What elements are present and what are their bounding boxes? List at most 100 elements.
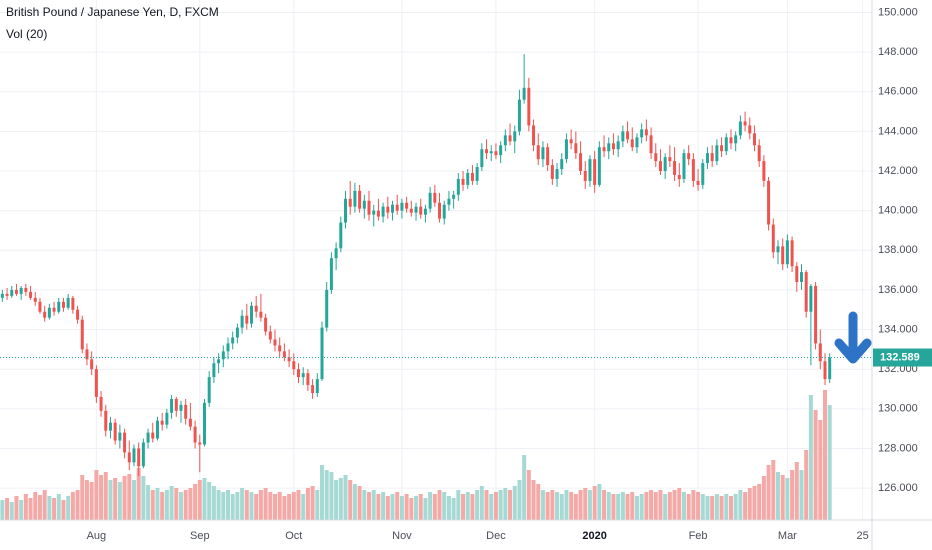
candle-body xyxy=(771,224,775,253)
volume-bar xyxy=(390,494,395,520)
volume-bar xyxy=(822,390,827,520)
candle-body xyxy=(33,297,37,302)
candle-body xyxy=(94,369,98,397)
candle-body xyxy=(405,202,409,209)
y-tick-label: 130.000 xyxy=(878,403,918,415)
volume-bar xyxy=(0,500,5,520)
volume-bar xyxy=(489,494,494,520)
candle-body xyxy=(395,204,399,211)
candle-body xyxy=(550,165,554,179)
candle-body xyxy=(536,145,540,160)
candle-body xyxy=(804,272,808,312)
volume-bar xyxy=(263,488,268,520)
candle-body xyxy=(174,398,178,411)
volume-bar xyxy=(197,480,202,520)
candle-body xyxy=(494,151,498,156)
volume-bar xyxy=(117,482,122,520)
volume-bar xyxy=(785,478,790,520)
volume-bar xyxy=(794,462,799,520)
candle-body xyxy=(132,448,136,463)
candle-body xyxy=(400,202,404,211)
chart-title: British Pound / Japanese Yen, D, FXCM xyxy=(6,5,219,19)
volume-bar xyxy=(188,488,193,520)
volume-bar xyxy=(19,500,24,520)
candle-body xyxy=(339,222,343,249)
volume-bar xyxy=(569,492,574,520)
volume-bar xyxy=(517,480,522,520)
volume-bar xyxy=(766,465,771,520)
candle-body xyxy=(391,204,395,213)
candle-body xyxy=(532,125,536,146)
volume-bar xyxy=(146,485,151,520)
volume-bar xyxy=(14,496,19,520)
volume-bar xyxy=(733,494,738,520)
candle-body xyxy=(489,151,493,154)
candle-body xyxy=(311,385,315,393)
candle-body xyxy=(57,301,61,312)
volume-bar xyxy=(52,498,57,520)
volume-bar xyxy=(225,490,230,520)
candle-body xyxy=(52,307,56,312)
volume-bar xyxy=(150,490,155,520)
candle-body xyxy=(564,139,568,160)
volume-bar xyxy=(531,480,536,520)
candle-body xyxy=(19,287,23,294)
candle-body xyxy=(315,379,319,393)
candle-body xyxy=(43,311,47,318)
candle-body xyxy=(170,398,174,413)
volume-bar xyxy=(747,488,752,520)
volume-bar xyxy=(207,482,212,520)
volume-bar xyxy=(282,496,287,520)
candle-body xyxy=(828,357,832,380)
candle-body xyxy=(442,204,446,219)
down-arrow xyxy=(834,311,872,364)
candle-body xyxy=(630,139,634,148)
volume-bar xyxy=(268,492,273,520)
volume-bar xyxy=(113,478,118,520)
candle-body xyxy=(235,327,239,338)
volume-bar xyxy=(827,405,832,520)
candle-body xyxy=(720,145,724,152)
volume-bar xyxy=(324,470,329,520)
volume-bar xyxy=(141,476,146,520)
volume-bar xyxy=(108,480,113,520)
volume-bar xyxy=(254,494,259,520)
candle-body xyxy=(217,359,221,364)
volume-bar xyxy=(658,490,663,520)
candle-body xyxy=(522,87,526,100)
volume-bar xyxy=(381,492,386,520)
candle-body xyxy=(325,289,329,328)
candle-body xyxy=(748,125,752,134)
volume-bar xyxy=(508,490,513,520)
volume-bar xyxy=(813,410,818,520)
candle-body xyxy=(616,141,620,150)
volume-bar xyxy=(738,490,743,520)
candle-body xyxy=(254,305,258,312)
volume-bar xyxy=(404,494,409,520)
candle-body xyxy=(306,373,310,386)
candle-body xyxy=(752,133,756,146)
volume-bar xyxy=(291,492,296,520)
candle-body xyxy=(66,297,70,308)
volume-bar xyxy=(545,492,550,520)
candle-body xyxy=(353,190,357,207)
volume-bar xyxy=(484,490,489,520)
candle-body xyxy=(705,153,709,164)
y-tick-label: 150.000 xyxy=(878,6,918,18)
candle-body xyxy=(85,349,89,360)
volume-bar xyxy=(700,494,705,520)
volume-bar xyxy=(611,494,616,520)
candle-body xyxy=(691,159,695,181)
volume-bar xyxy=(442,492,447,520)
candle-body xyxy=(193,426,197,443)
volume-bar xyxy=(42,490,47,520)
candle-body xyxy=(428,192,432,209)
volume-bar xyxy=(33,492,38,520)
candle-body xyxy=(583,171,587,181)
volume-bar xyxy=(799,470,804,520)
x-tick-label: 2020 xyxy=(582,530,606,542)
candle-body xyxy=(160,420,164,425)
candle-body xyxy=(790,240,794,267)
candle-body xyxy=(649,135,653,154)
volume-bar xyxy=(761,476,766,520)
